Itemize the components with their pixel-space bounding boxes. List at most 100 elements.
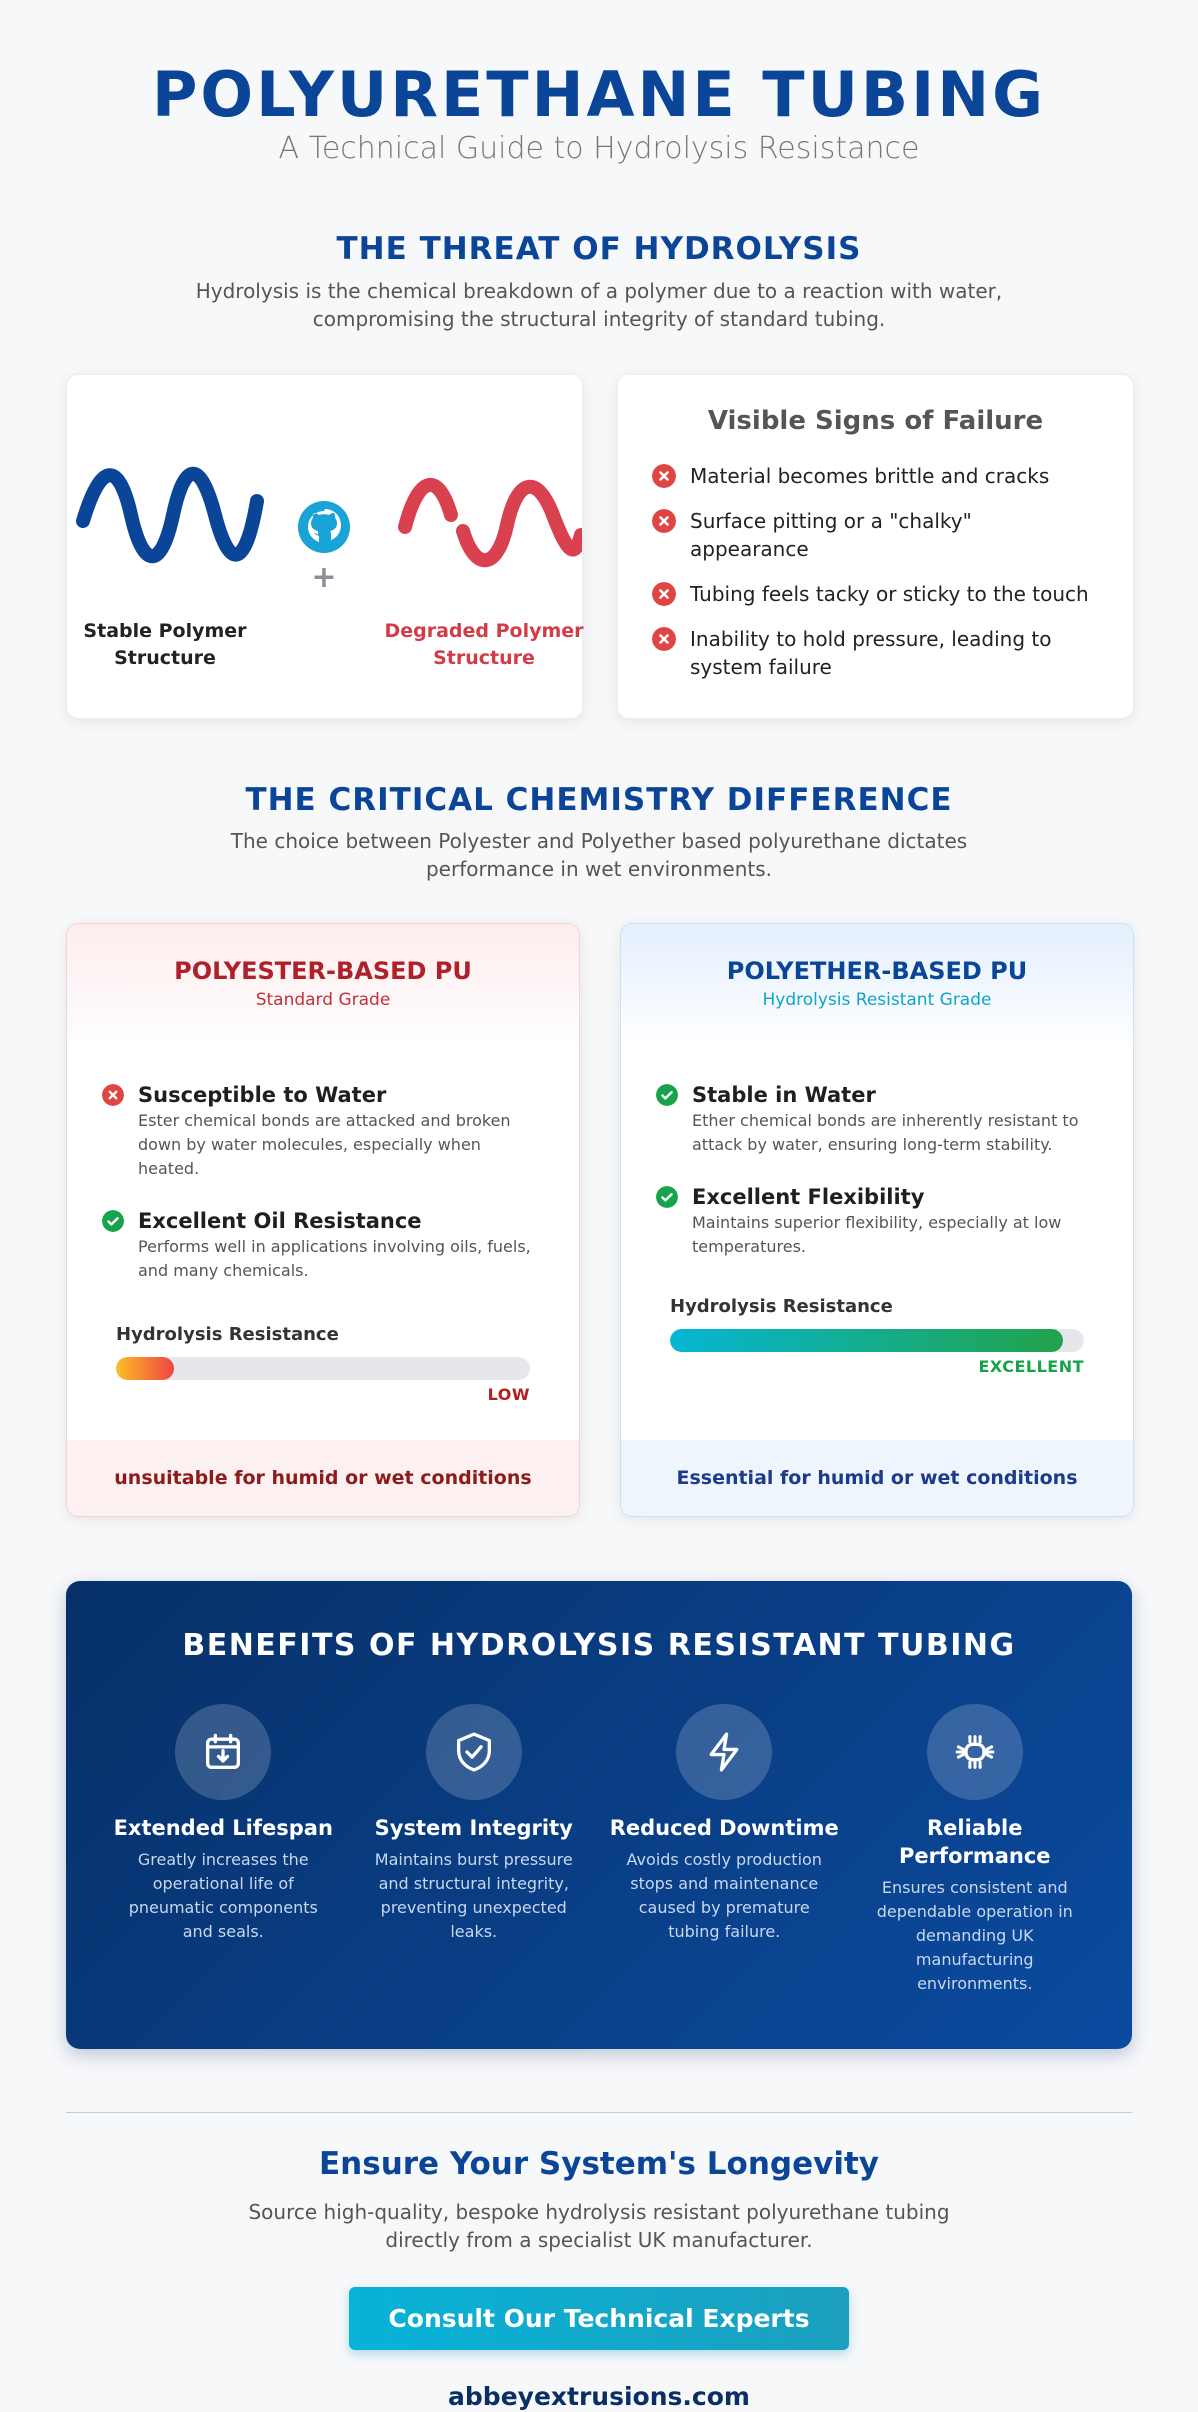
check-icon [656, 1084, 678, 1106]
benefit-title: Extended Lifespan [113, 1816, 333, 1840]
card-title: POLYETHER-BASED PU [726, 957, 1028, 985]
feature-title: Excellent Oil Resistance [138, 1209, 422, 1233]
benefit-title: System Integrity [374, 1816, 573, 1840]
card-body: Susceptible to Water Ester chemical bonds… [67, 1047, 579, 1406]
benefit: Extended Lifespan Greatly increases the o… [98, 1704, 349, 1996]
benefit-title: Reliable Performance [898, 1816, 1051, 1868]
section-description: The choice between Polyester and Polyeth… [230, 829, 968, 881]
card-subtitle: Standard Grade [255, 990, 391, 1010]
degraded-chain [398, 478, 582, 568]
sign-text: Surface pitting or a "chalky" appearance [690, 509, 972, 561]
benefits-title: BENEFITS OF HYDROLYSIS RESISTANT TUBING [182, 1628, 1016, 1663]
meter: Hydrolysis Resistance EXCELLENT [670, 1295, 1084, 1378]
feature-title: Stable in Water [692, 1083, 876, 1107]
meter-track [116, 1357, 530, 1380]
signs-title: Visible Signs of Failure [707, 406, 1044, 436]
feature: Excellent Oil Resistance Performs well in… [102, 1207, 544, 1283]
check-icon [102, 1210, 124, 1232]
benefit-text: Maintains burst pressure and structural … [374, 1850, 573, 1941]
sign-item: Surface pitting or a "chalky" appearance [652, 507, 1112, 563]
meter-rating: LOW [487, 1385, 530, 1404]
feature-description: Ether chemical bonds are inherently resi… [692, 1111, 1079, 1154]
cross-icon [102, 1084, 124, 1106]
stable-chain [76, 467, 264, 564]
sign-item: Material becomes brittle and cracks [652, 462, 1112, 490]
feature-title: Excellent Flexibility [692, 1185, 925, 1209]
section-description: Hydrolysis is the chemical breakdown of … [195, 279, 1003, 331]
section-title: THE THREAT OF HYDROLYSIS [336, 231, 862, 267]
cta-title: Ensure Your System's Longevity [319, 2146, 879, 2182]
feature-text: Susceptible to Water Ester chemical bonds… [138, 1081, 544, 1181]
signs-list: Material becomes brittle and cracks Surfa… [652, 462, 1112, 698]
benefit-icon [676, 1704, 773, 1800]
stable-label: Stable Polymer Structure [83, 620, 247, 669]
feature: Susceptible to Water Ester chemical bonds… [102, 1081, 544, 1181]
cross-icon [652, 509, 676, 533]
benefit: System Integrity Maintains burst pressure… [349, 1704, 600, 1996]
molecule-icon [308, 509, 341, 542]
sign-text: Material becomes brittle and cracks [690, 464, 1050, 488]
card-title: POLYESTER-BASED PU [174, 957, 472, 985]
benefit-text: Ensures consistent and dependable operat… [876, 1878, 1073, 1993]
cta-button[interactable]: Consult Our Technical Experts [349, 2287, 849, 2350]
sign-text: Inability to hold pressure, leading to s… [690, 627, 1052, 679]
water-molecule [298, 501, 350, 553]
sign-text: Tubing feels tacky or sticky to the touc… [690, 582, 1089, 606]
feature: Stable in Water Ether chemical bonds are … [656, 1081, 1098, 1157]
comparison-card: POLYESTER-BASED PU Standard Grade Suscepti… [66, 923, 580, 1517]
icon [456, 1732, 491, 1772]
page-subtitle: A Technical Guide to Hydrolysis Resistan… [278, 131, 920, 166]
meter-label: Hydrolysis Resistance [670, 1296, 893, 1317]
feature-description: Maintains superior flexibility, especial… [692, 1213, 1062, 1256]
meter: Hydrolysis Resistance LOW [116, 1323, 530, 1406]
meter-track [670, 1329, 1084, 1352]
diagram-card: Stable Polymer Structure + Degraded Poly… [66, 374, 584, 719]
benefit-text: Avoids costly production stops and maint… [626, 1850, 822, 1941]
sign-item: Tubing feels tacky or sticky to the touc… [652, 580, 1112, 608]
benefit-title: Reduced Downtime [609, 1816, 839, 1840]
benefit-icon [175, 1704, 272, 1800]
meter-fill [116, 1357, 174, 1380]
benefit-icon [425, 1704, 522, 1800]
plus-sign: + [311, 560, 337, 595]
benefit: Reliable Performance Ensures consistent a… [850, 1704, 1101, 1996]
icon [206, 1733, 241, 1769]
benefit-icon [926, 1704, 1023, 1800]
feature-text: Excellent Flexibility Maintains superior … [692, 1183, 1098, 1259]
card-subtitle: Hydrolysis Resistant Grade [762, 990, 992, 1010]
comparison-card: POLYETHER-BASED PU Hydrolysis Resistant G… [620, 923, 1134, 1517]
icon [955, 1735, 995, 1769]
feature-title: Susceptible to Water [138, 1083, 387, 1107]
website[interactable]: abbeyextrusions.com [448, 2382, 750, 2411]
feature-description: Ester chemical bonds are attacked and br… [138, 1111, 511, 1178]
check-icon [656, 1186, 678, 1208]
feature-text: Stable in Water Ether chemical bonds are … [692, 1081, 1098, 1157]
divider [66, 2112, 1132, 2113]
feature: Excellent Flexibility Maintains superior … [656, 1183, 1098, 1259]
degraded-label: Degraded Polymer Structure [384, 620, 584, 669]
card-footer: Essential for humid or wet conditions [621, 1440, 1133, 1516]
feature-description: Performs well in applications involving … [138, 1237, 531, 1280]
section-title: THE CRITICAL CHEMISTRY DIFFERENCE [245, 782, 953, 818]
polymer-diagram [76, 467, 582, 568]
page-title: POLYURETHANE TUBING [151, 58, 1047, 131]
meter-fill [670, 1329, 1064, 1352]
benefit-text: Greatly increases the operational life o… [128, 1850, 318, 1941]
icon [709, 1732, 739, 1772]
signs-card: Visible Signs of Failure Material become… [617, 374, 1134, 719]
feature-text: Excellent Oil Resistance Performs well in… [138, 1207, 544, 1283]
card-header: POLYETHER-BASED PU Hydrolysis Resistant G… [621, 924, 1133, 1047]
card-header: POLYESTER-BASED PU Standard Grade [67, 924, 579, 1047]
cross-icon [652, 464, 676, 488]
cta-text: Source high-quality, bespoke hydrolysis … [248, 2200, 950, 2252]
sign-item: Inability to hold pressure, leading to s… [652, 625, 1112, 681]
cross-icon [652, 582, 676, 606]
meter-rating: EXCELLENT [978, 1357, 1084, 1376]
benefits-panel: BENEFITS OF HYDROLYSIS RESISTANT TUBING … [66, 1581, 1132, 2049]
cross-icon [652, 627, 676, 651]
benefit: Reduced Downtime Avoids costly production… [599, 1704, 850, 1996]
card-footer: unsuitable for humid or wet conditions [67, 1440, 579, 1516]
meter-label: Hydrolysis Resistance [116, 1324, 339, 1345]
card-body: Stable in Water Ether chemical bonds are … [621, 1047, 1133, 1378]
